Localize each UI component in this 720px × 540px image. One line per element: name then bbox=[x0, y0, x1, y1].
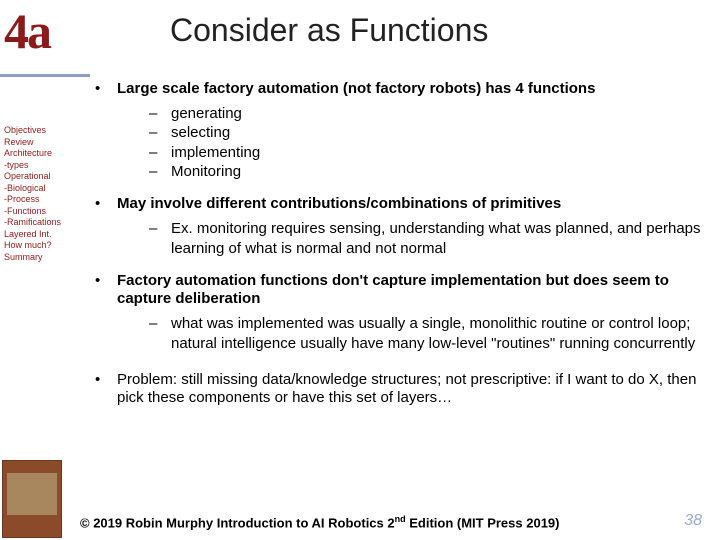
sub-bullet-group: –generating–selecting–implementing–Monit… bbox=[149, 104, 705, 181]
bullet-text: May involve different contributions/comb… bbox=[117, 195, 705, 213]
bullet-text: Factory automation functions don't captu… bbox=[117, 272, 705, 309]
bullet-marker: • bbox=[95, 371, 117, 408]
dash-marker: – bbox=[149, 314, 171, 352]
slide-title: Consider as Functions bbox=[170, 12, 488, 49]
bullet-level1: •May involve different contributions/com… bbox=[95, 195, 705, 213]
sidebar-item: How much? bbox=[0, 240, 90, 252]
copyright-line: © 2019 Robin Murphy Introduction to AI R… bbox=[80, 514, 559, 530]
sidebar-item: Operational bbox=[0, 171, 90, 183]
sidebar-item: -Functions bbox=[0, 206, 90, 218]
bullet-marker: • bbox=[95, 195, 117, 213]
copyright-prefix: © 2019 Robin Murphy Introduction to AI R… bbox=[80, 515, 395, 530]
bullet-level1: •Problem: still missing data/knowledge s… bbox=[95, 371, 705, 408]
dash-marker: – bbox=[149, 104, 171, 123]
dash-marker: – bbox=[149, 123, 171, 142]
bullet-level2: –selecting bbox=[149, 123, 705, 142]
bullet-level1: •Large scale factory automation (not fac… bbox=[95, 80, 705, 98]
slide: 4a Consider as Functions ObjectivesRevie… bbox=[0, 0, 720, 540]
sidebar-item: -Process bbox=[0, 194, 90, 206]
sidebar-item: -types bbox=[0, 160, 90, 172]
dash-marker: – bbox=[149, 143, 171, 162]
sidebar-item: Layered Int. bbox=[0, 229, 90, 241]
dash-marker: – bbox=[149, 162, 171, 181]
sidebar-item: -Ramifications bbox=[0, 217, 90, 229]
bullet-level1: •Factory automation functions don't capt… bbox=[95, 272, 705, 309]
sub-bullet-text: implementing bbox=[171, 143, 705, 162]
sub-bullet-group: –Ex. monitoring requires sensing, unders… bbox=[149, 219, 705, 257]
sidebar-item: Objectives bbox=[0, 125, 90, 137]
sub-bullet-text: selecting bbox=[171, 123, 705, 142]
bullet-level2: –implementing bbox=[149, 143, 705, 162]
page-number: 38 bbox=[684, 512, 702, 530]
sidebar-item: Summary bbox=[0, 252, 90, 264]
bullet-text: Large scale factory automation (not fact… bbox=[117, 80, 705, 98]
dash-marker: – bbox=[149, 219, 171, 257]
bullet-level2: –what was implemented was usually a sing… bbox=[149, 314, 705, 352]
sidebar: ObjectivesReviewArchitecture-typesOperat… bbox=[0, 74, 90, 263]
bullet-level2: –Monitoring bbox=[149, 162, 705, 181]
sidebar-item: Architecture bbox=[0, 148, 90, 160]
chapter-number: 4a bbox=[4, 2, 50, 60]
bullet-level2: –generating bbox=[149, 104, 705, 123]
copyright-suffix: Edition (MIT Press 2019) bbox=[406, 515, 560, 530]
copyright-sup: nd bbox=[395, 514, 406, 524]
sub-bullet-text: Monitoring bbox=[171, 162, 705, 181]
bullet-text: Problem: still missing data/knowledge st… bbox=[117, 371, 705, 408]
sub-bullet-text: generating bbox=[171, 104, 705, 123]
sub-bullet-text: Ex. monitoring requires sensing, underst… bbox=[171, 219, 705, 257]
sidebar-item: Review bbox=[0, 137, 90, 149]
sub-bullet-group: –what was implemented was usually a sing… bbox=[149, 314, 705, 352]
sub-bullet-text: what was implemented was usually a singl… bbox=[171, 314, 705, 352]
book-cover-thumb bbox=[2, 460, 62, 538]
bullet-marker: • bbox=[95, 80, 117, 98]
content-body: •Large scale factory automation (not fac… bbox=[95, 80, 705, 413]
sidebar-item: -Biological bbox=[0, 183, 90, 195]
bullet-marker: • bbox=[95, 272, 117, 309]
bullet-level2: –Ex. monitoring requires sensing, unders… bbox=[149, 219, 705, 257]
